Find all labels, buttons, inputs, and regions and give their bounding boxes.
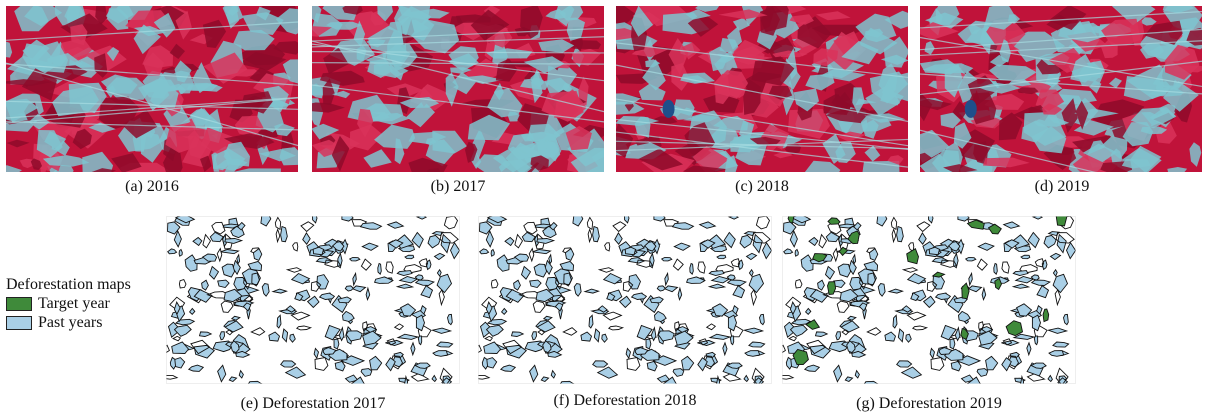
satellite-image-2018: [616, 6, 908, 172]
satellite-image-canvas: [312, 6, 604, 172]
legend-label: Target year: [38, 294, 110, 312]
caption-f: (f) Deforestation 2018: [553, 392, 697, 409]
deforestation-map-2018: [478, 216, 772, 384]
caption-c: (c) 2018: [735, 178, 789, 195]
legend-label: Past years: [38, 313, 103, 331]
past-years-swatch: [6, 315, 32, 330]
deforestation-map-canvas: [166, 216, 460, 384]
caption-d: (d) 2019: [1034, 178, 1090, 195]
deforestation-map-canvas: [478, 216, 772, 384]
legend-title: Deforestation maps: [6, 276, 131, 293]
legend: Deforestation maps Target year Past year…: [6, 276, 131, 332]
caption-g: (g) Deforestation 2019: [856, 395, 1002, 412]
target-year-swatch: [6, 296, 32, 311]
deforestation-map-2017: [166, 216, 460, 384]
satellite-image-2017: [312, 6, 604, 172]
deforestation-map-canvas: [782, 216, 1076, 384]
satellite-image-2019: [920, 6, 1208, 172]
legend-item-past-years: Past years: [6, 313, 131, 332]
caption-e: (e) Deforestation 2017: [240, 395, 386, 412]
caption-a: (a) 2016: [125, 178, 179, 195]
satellite-image-canvas: [920, 6, 1202, 172]
deforestation-map-2019: [782, 216, 1076, 384]
satellite-image-canvas: [6, 6, 298, 172]
legend-item-target-year: Target year: [6, 294, 131, 313]
satellite-image-canvas: [616, 6, 908, 172]
caption-b: (b) 2017: [430, 178, 486, 195]
satellite-image-2016: [6, 6, 298, 172]
